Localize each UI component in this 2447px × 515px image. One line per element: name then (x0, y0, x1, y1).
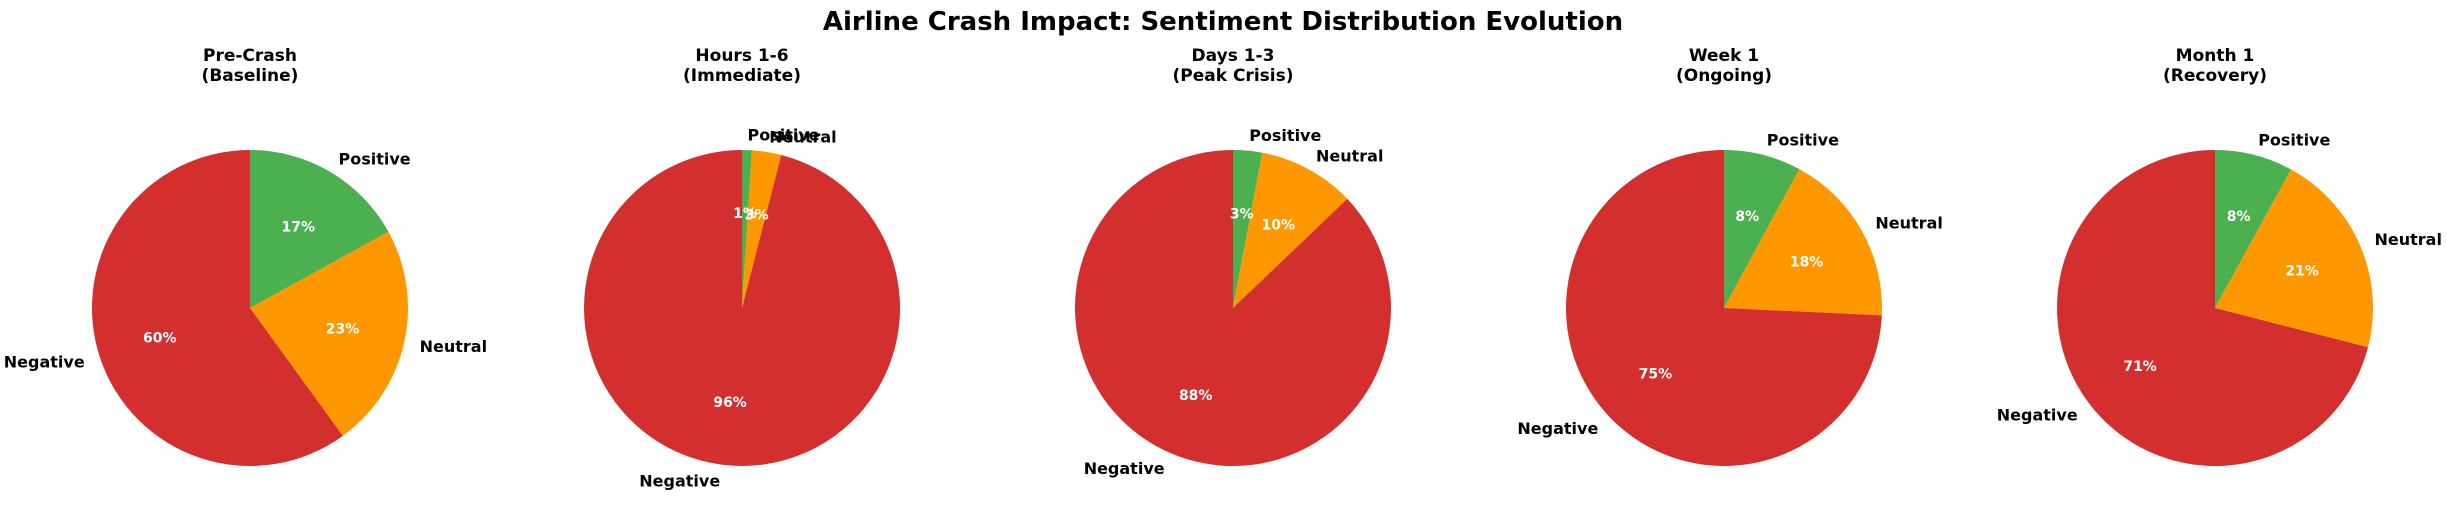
pie-slice-positive (2215, 150, 2292, 308)
pie-pct-label-positive: 1% (733, 206, 757, 222)
pie-pct-label-positive: 8% (2227, 209, 2251, 225)
pie-slice-negative (2057, 150, 2369, 466)
pie-panel-3: Days 1-3 (Peak Crisis) 3% Positive 10% Neut… (1075, 46, 1392, 478)
pie-category-label-neutral: Neutral (1316, 146, 1383, 165)
pie-category-label-negative: Negative (639, 471, 720, 490)
pie-panel-4: Week 1 (Ongoing) 8% Positive 18% Neutral 75%… (1517, 46, 1943, 466)
pie-pct-label-neutral: 3% (745, 207, 769, 223)
pie-title-line2: (Recovery) (2163, 66, 2267, 86)
pie-slices: 1% Positive 3% Neutral 96% Negative (584, 125, 901, 490)
pie-slice-positive (1233, 150, 1263, 308)
pie-slice-neutral (1724, 169, 1883, 316)
pie-pct-label-negative: 96% (713, 395, 747, 411)
pie-slices: 17% Positive 23% Neutral 60% Negative (4, 149, 487, 466)
pie-pct-label-neutral: 23% (326, 322, 360, 338)
pie-category-label-positive: Positive (339, 149, 411, 168)
pie-pct-label-positive: 17% (282, 219, 316, 235)
pie-pct-label-negative: 60% (143, 330, 177, 346)
pie-slice-negative (1566, 150, 1882, 466)
pie-title-line1: Week 1 (1689, 46, 1759, 66)
pie-category-label-negative: Negative (1084, 459, 1165, 478)
pie-category-label-neutral: Neutral (420, 337, 487, 356)
pie-panel-1: Pre-Crash (Baseline) 17% Positive 23% Neutr… (4, 46, 487, 466)
pie-slice-neutral (1233, 152, 1348, 308)
pie-title-line1: Pre-Crash (203, 46, 297, 66)
pie-category-label-neutral: Neutral (769, 127, 836, 146)
figure-title: Airline Crash Impact: Sentiment Distribu… (823, 7, 1623, 37)
pie-panel-2: Hours 1-6 (Immediate) 1% Positive 3% Neutra… (584, 46, 901, 490)
pie-pct-label-negative: 75% (1639, 367, 1673, 383)
pie-category-label-negative: Negative (4, 353, 85, 372)
pie-slice-neutral (742, 150, 782, 308)
pie-slice-neutral (250, 231, 409, 436)
pie-pct-label-neutral: 21% (2285, 263, 2319, 279)
pie-slice-positive (250, 150, 389, 308)
pie-category-label-positive: Positive (2258, 131, 2330, 150)
pie-slices: 8% Positive 18% Neutral 75% Negative (1517, 131, 1943, 466)
pie-category-label-positive: Positive (1249, 126, 1321, 145)
pie-title-line2: (Peak Crisis) (1173, 66, 1294, 86)
pie-title-line2: (Baseline) (202, 66, 299, 86)
pie-slice-negative (1075, 150, 1392, 467)
pie-category-label-neutral: Neutral (2375, 230, 2442, 249)
pie-slice-positive (1724, 150, 1800, 308)
pie-category-label-negative: Negative (1997, 406, 2078, 425)
pie-slice-neutral (2215, 169, 2374, 348)
pie-slice-negative (584, 150, 901, 466)
pie-title-line1: Days 1-3 (1192, 46, 1275, 66)
pie-title-line1: Month 1 (2176, 46, 2255, 66)
pie-title-line2: (Immediate) (683, 66, 801, 86)
pie-slices: 3% Positive 10% Neutral 88% Negative (1075, 126, 1392, 478)
pie-pct-label-positive: 8% (1735, 209, 1759, 225)
pie-title-line1: Hours 1-6 (695, 46, 788, 66)
pie-category-label-neutral: Neutral (1875, 214, 1942, 233)
pie-pct-label-negative: 88% (1179, 388, 1213, 404)
pie-category-label-positive: Positive (748, 125, 820, 144)
pie-pct-label-positive: 3% (1230, 207, 1254, 223)
pie-slices: 8% Positive 21% Neutral 71% Negative (1997, 131, 2442, 466)
pie-panel-5: Month 1 (Recovery) 8% Positive 21% Neutral 7… (1997, 46, 2442, 466)
pie-pct-label-neutral: 10% (1262, 218, 1296, 234)
pie-slice-negative (91, 150, 343, 466)
pie-pct-label-neutral: 18% (1790, 255, 1824, 271)
pie-category-label-negative: Negative (1517, 419, 1598, 438)
pie-title-line2: (Ongoing) (1676, 66, 1772, 86)
pie-slice-positive (742, 150, 752, 308)
pie-pct-label-negative: 71% (2123, 359, 2157, 375)
pie-category-label-positive: Positive (1767, 131, 1839, 150)
